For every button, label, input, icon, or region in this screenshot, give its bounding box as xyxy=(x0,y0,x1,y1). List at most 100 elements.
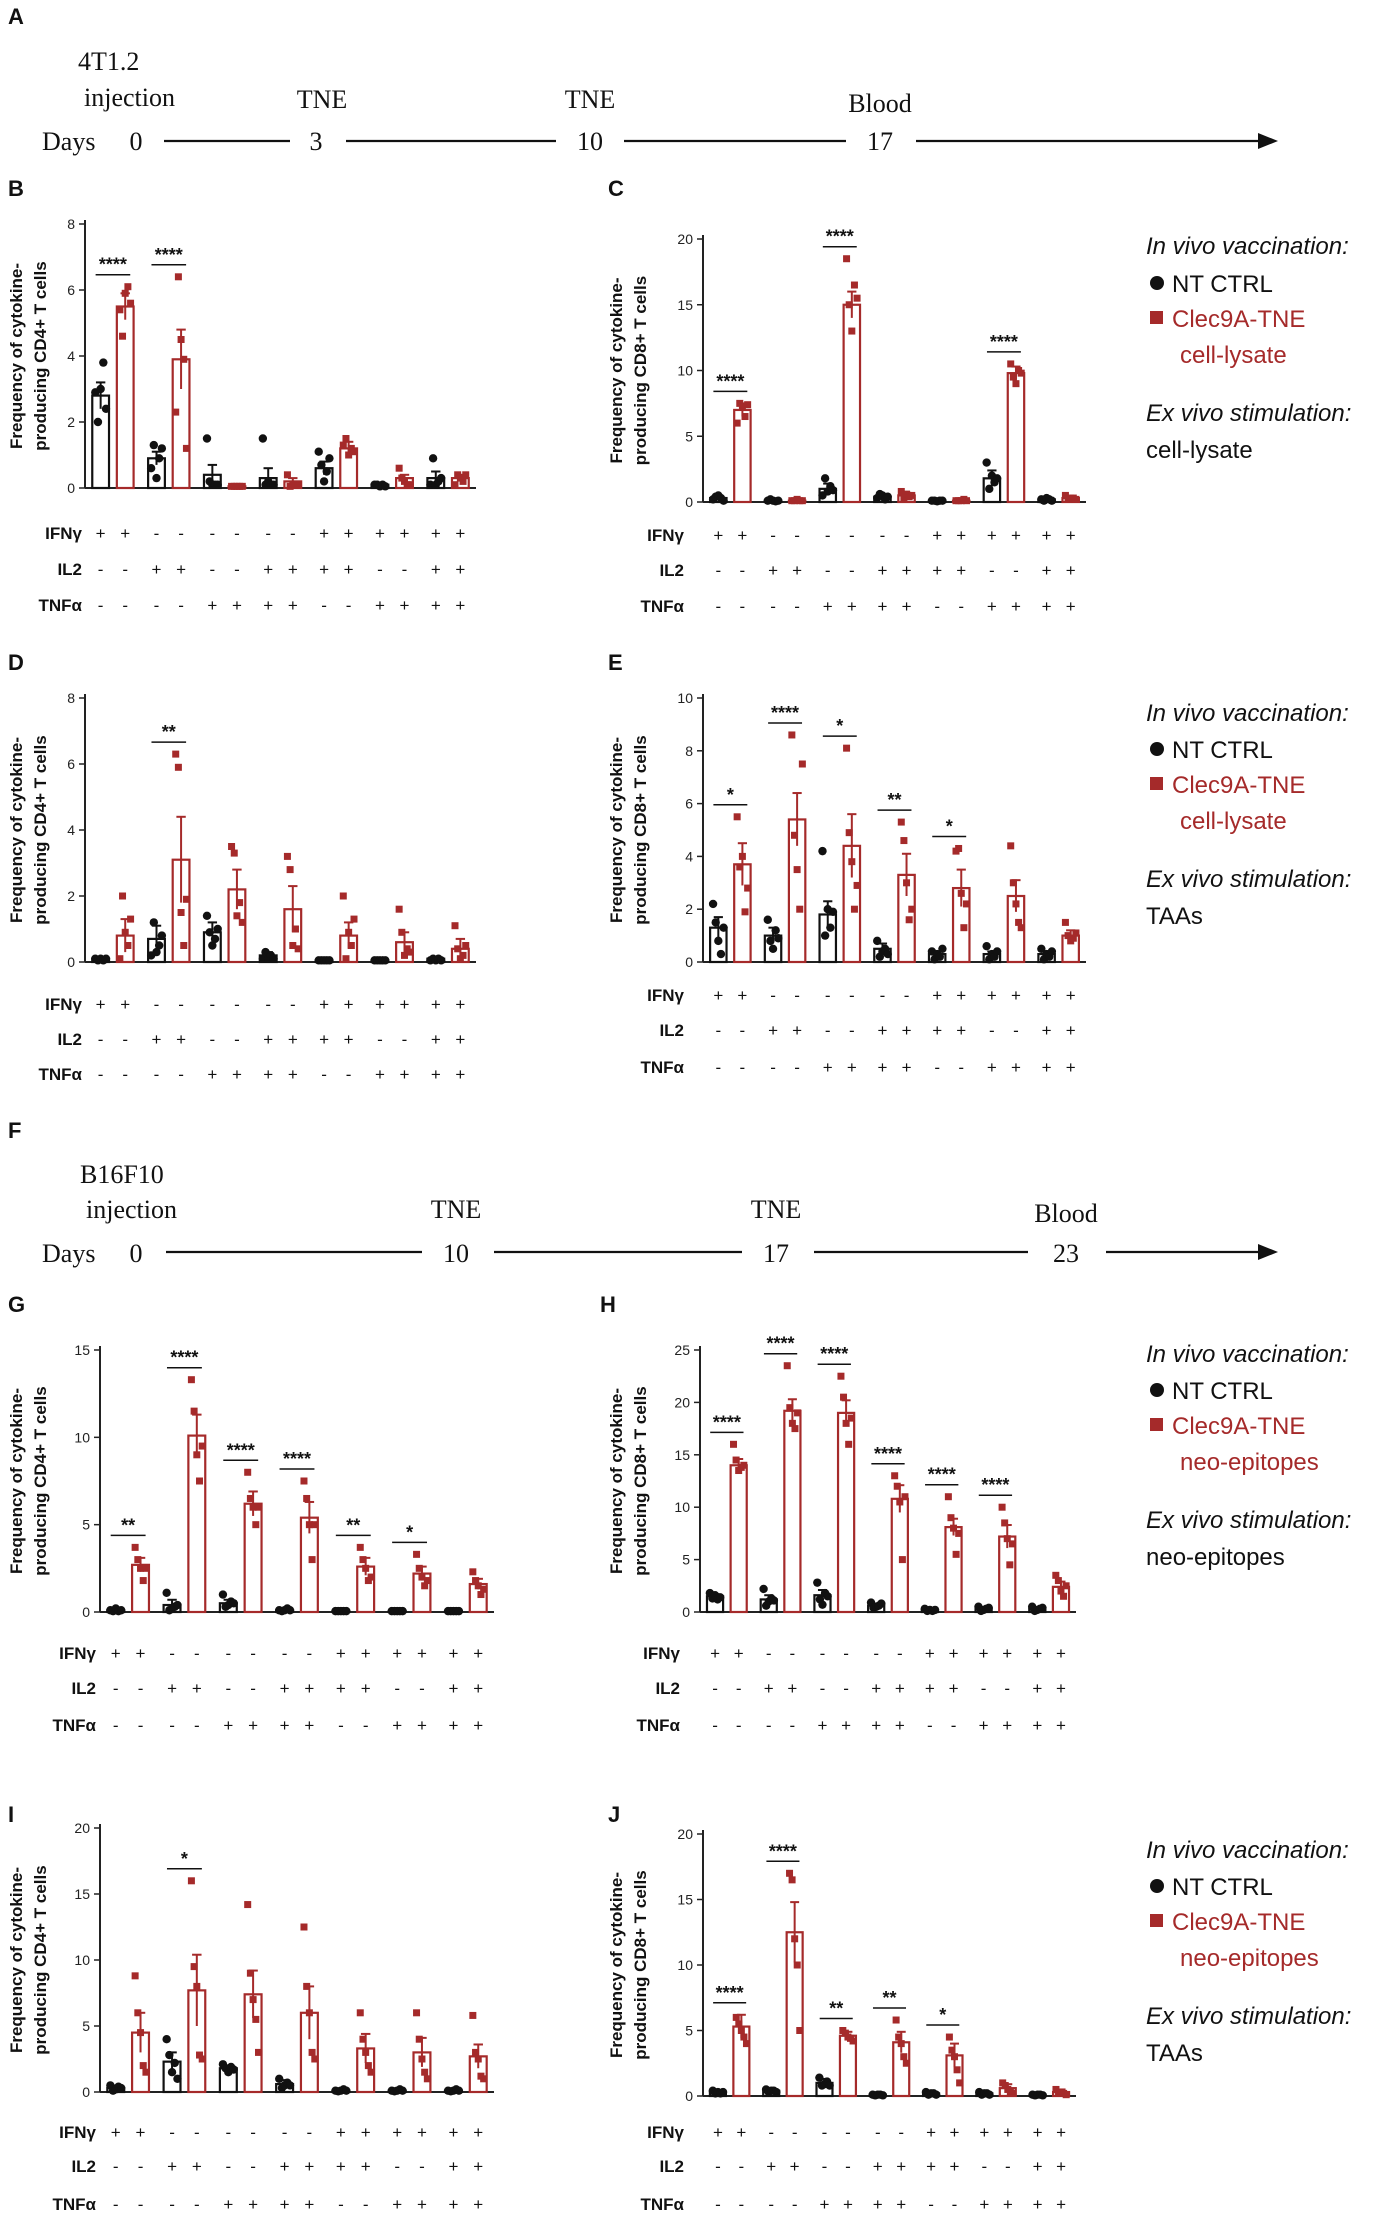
data-point-ctrl xyxy=(325,956,334,965)
data-point-ctrl xyxy=(210,934,220,944)
cytokine-sign: - xyxy=(982,2157,988,2176)
data-point-tne xyxy=(791,1935,799,1943)
y-tick-label: 20 xyxy=(677,1826,693,1842)
data-point-tne xyxy=(311,2055,319,2063)
data-point-ctrl xyxy=(152,473,161,483)
data-point-ctrl xyxy=(992,474,1002,483)
data-point-ctrl xyxy=(154,941,164,950)
cytokine-sign: + xyxy=(223,1716,233,1735)
data-point-tne xyxy=(367,1573,375,1581)
data-point-tne xyxy=(230,849,238,857)
data-point-tne xyxy=(180,942,188,949)
significance-label: ** xyxy=(121,1515,135,1535)
cytokine-sign: - xyxy=(290,995,296,1014)
cytokine-sign: - xyxy=(346,596,352,615)
cytokine-sign: + xyxy=(361,1679,371,1698)
timeline-f-arrowhead xyxy=(1258,1244,1278,1260)
cytokine-sign: + xyxy=(400,596,410,615)
data-point-ctrl xyxy=(229,1599,238,1608)
cytokine-sign: + xyxy=(768,561,778,580)
cytokine-sign: + xyxy=(1011,526,1021,545)
data-point-tne xyxy=(398,928,406,936)
cytokine-sign: + xyxy=(792,1021,802,1040)
data-point-tne xyxy=(733,419,741,427)
cytokine-row-label: TNFα xyxy=(641,597,685,616)
data-point-tne xyxy=(1061,491,1069,499)
data-point-ctrl xyxy=(820,931,830,940)
data-point-tne xyxy=(794,1409,802,1417)
data-point-tne xyxy=(733,813,741,821)
cytokine-sign: + xyxy=(473,2157,483,2176)
data-point-tne xyxy=(359,1556,367,1564)
data-point-tne xyxy=(255,2048,263,2056)
legend-tne-marker xyxy=(1150,1418,1163,1431)
data-point-tne xyxy=(1060,1592,1068,1600)
cytokine-sign: - xyxy=(178,596,184,615)
cytokine-sign: + xyxy=(473,1679,483,1698)
cytokine-sign: + xyxy=(120,524,130,543)
data-point-tne xyxy=(190,1407,198,1415)
data-point-tne xyxy=(1069,934,1077,942)
cytokine-sign: + xyxy=(417,2195,427,2214)
data-point-tne xyxy=(1012,900,1020,908)
cytokine-sign: + xyxy=(902,1021,912,1040)
legend-stimulation-value: TAAs xyxy=(1146,2040,1203,2067)
significance-label: * xyxy=(836,716,843,736)
data-point-tne xyxy=(732,1456,740,1464)
data-point-tne xyxy=(127,915,135,923)
timeline-a-arrowhead xyxy=(1258,133,1278,149)
cytokine-sign: - xyxy=(419,2157,425,2176)
cytokine-sign: - xyxy=(880,526,886,545)
cytokine-sign: + xyxy=(1066,526,1076,545)
cytokine-sign: + xyxy=(1011,986,1021,1005)
data-point-ctrl xyxy=(1038,2091,1047,2100)
data-point-tne xyxy=(741,908,749,916)
data-point-tne xyxy=(249,1996,257,2004)
data-point-ctrl xyxy=(774,934,783,943)
data-point-tne xyxy=(901,1493,909,1501)
data-point-ctrl xyxy=(878,2091,888,2100)
legend-tne-marker xyxy=(1150,777,1163,790)
timeline-a-event2-label: TNE xyxy=(565,85,616,114)
cytokine-sign: - xyxy=(875,2123,881,2142)
cytokine-sign: - xyxy=(402,1030,408,1049)
cytokine-row-label: IFNγ xyxy=(45,995,82,1014)
data-point-tne xyxy=(244,1468,252,1476)
cytokine-row-label: TNFα xyxy=(39,596,83,615)
cytokine-sign: + xyxy=(375,524,385,543)
data-point-tne xyxy=(142,2068,150,2076)
data-point-tne xyxy=(793,866,801,874)
cytokine-sign: + xyxy=(979,2195,989,2214)
data-point-tne xyxy=(350,448,358,456)
data-point-tne xyxy=(902,2059,910,2067)
significance-label: * xyxy=(181,1849,188,1869)
cytokine-row-label: IL2 xyxy=(71,2157,96,2176)
data-point-ctrl xyxy=(146,464,156,473)
significance-label: ** xyxy=(162,722,176,742)
panel-letter-i: I xyxy=(8,1802,14,1827)
bar-tne xyxy=(243,1502,263,1614)
data-point-tne xyxy=(1006,1561,1014,1569)
data-point-tne xyxy=(900,837,908,845)
cytokine-sign: + xyxy=(167,2157,177,2176)
cytokine-sign: + xyxy=(1032,1679,1042,1698)
cytokine-sign: + xyxy=(111,1644,121,1663)
cytokine-sign: + xyxy=(136,2123,146,2142)
data-point-tne xyxy=(196,1477,204,1485)
cytokine-sign: + xyxy=(96,995,106,1014)
cytokine-sign: - xyxy=(825,526,831,545)
data-point-ctrl xyxy=(269,480,278,489)
data-point-tne xyxy=(1008,1540,1016,1548)
data-point-tne xyxy=(172,750,180,758)
cytokine-sign: + xyxy=(737,526,747,545)
cytokine-sign: - xyxy=(265,995,271,1014)
data-point-tne xyxy=(119,332,127,340)
cytokine-sign: + xyxy=(737,986,747,1005)
legend-ctrl-label: NT CTRL xyxy=(1172,737,1273,764)
cytokine-sign: - xyxy=(792,2195,798,2214)
cytokine-sign: - xyxy=(363,1716,369,1735)
significance-label: **** xyxy=(713,1412,741,1432)
legend-panel-e: In vivo vaccination: NT CTRL Clec9A-TNE … xyxy=(1146,700,1351,930)
cytokine-sign: + xyxy=(925,1679,935,1698)
data-point-tne xyxy=(137,1564,145,1572)
